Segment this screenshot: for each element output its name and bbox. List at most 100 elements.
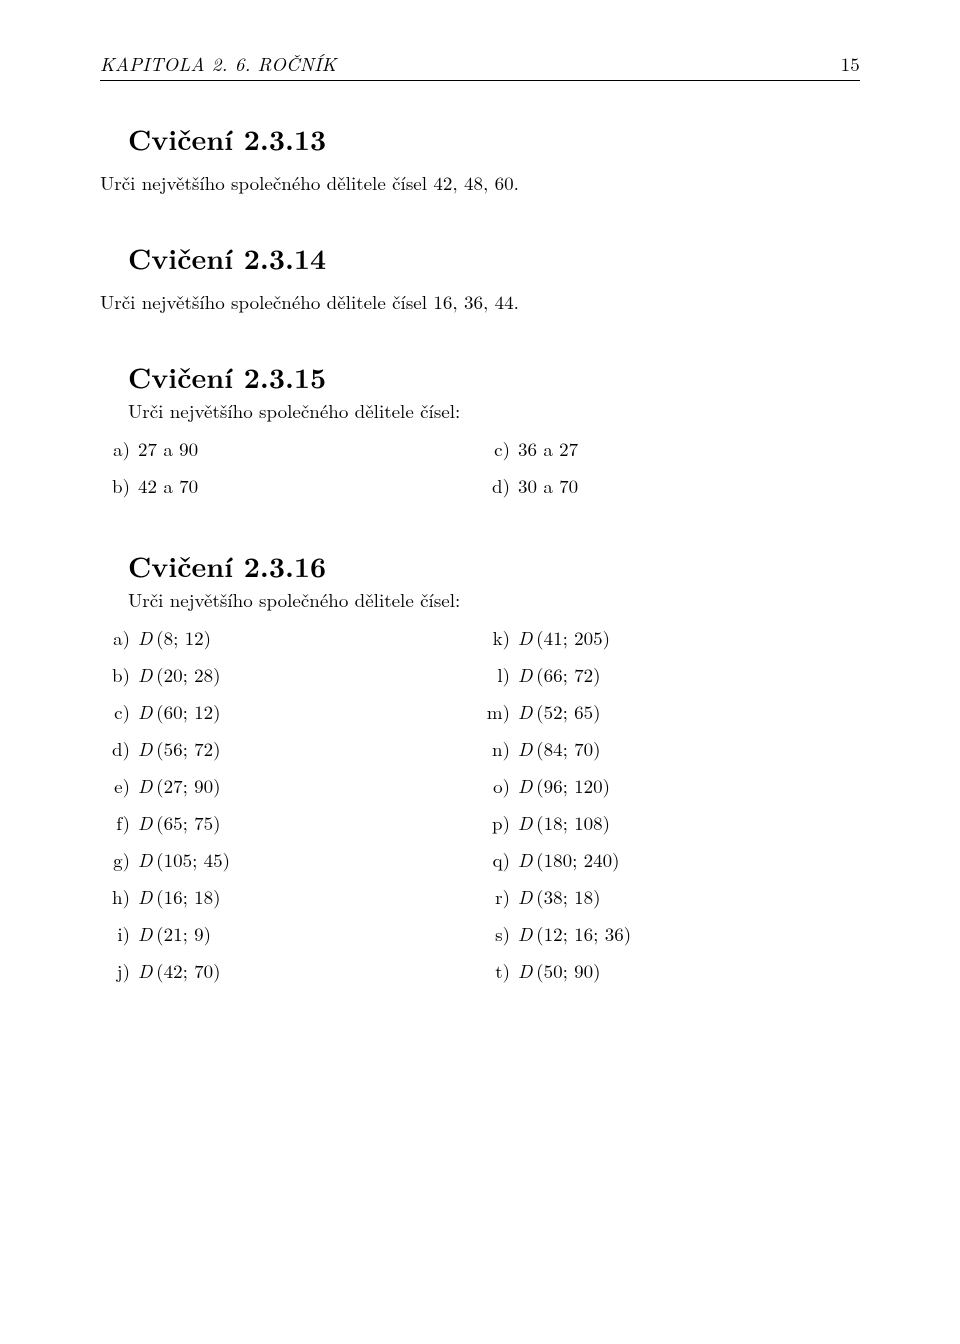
math-symbol: D <box>138 661 152 688</box>
list-text: D (105; 45) <box>138 850 230 869</box>
list-marker: a) <box>100 628 138 647</box>
math-symbol: D <box>518 772 532 799</box>
math-args: (8; 12) <box>156 624 211 651</box>
list-marker: l) <box>480 665 518 684</box>
list-text: 36 a 27 <box>518 439 578 458</box>
list-item: d)D (56; 72) <box>100 730 480 767</box>
list-text: D (50; 90) <box>518 961 601 980</box>
list-marker: o) <box>480 776 518 795</box>
math-args: (21; 9) <box>156 920 211 947</box>
list-item: a)D (8; 12) <box>100 619 480 656</box>
list-marker: t) <box>480 961 518 980</box>
math-symbol: D <box>138 698 152 725</box>
list-item: m)D (52; 65) <box>480 693 860 730</box>
list-item: s)D (12; 16; 36) <box>480 915 860 952</box>
list-item: q)D (180; 240) <box>480 841 860 878</box>
list-text: D (65; 75) <box>138 813 221 832</box>
math-symbol: D <box>138 624 152 651</box>
exercise-2-3-16-right-col: k)D (41; 205)l)D (66; 72)m)D (52; 65)n)D… <box>480 619 860 989</box>
list-marker: q) <box>480 850 518 869</box>
exercise-2-3-15-right-col: c) 36 a 27 d) 30 a 70 <box>480 430 860 504</box>
list-text: 30 a 70 <box>518 476 578 495</box>
list-marker: b) <box>100 476 138 495</box>
list-item: p)D (18; 108) <box>480 804 860 841</box>
math-symbol: D <box>138 735 152 762</box>
list-text: D (21; 9) <box>138 924 211 943</box>
list-text: D (42; 70) <box>138 961 221 980</box>
list-marker: p) <box>480 813 518 832</box>
list-marker: j) <box>100 961 138 980</box>
math-symbol: D <box>138 920 152 947</box>
list-marker: c) <box>480 439 518 458</box>
exercise-2-3-15-list: a) 27 a 90 b) 42 a 70 c) 36 a 27 d) 30 a… <box>100 430 860 504</box>
list-marker: d) <box>100 739 138 758</box>
list-item: h)D (16; 18) <box>100 878 480 915</box>
math-symbol: D <box>138 883 152 910</box>
exercise-2-3-14-text: Urči největšího společného dělitele číse… <box>100 288 860 315</box>
list-item: i)D (21; 9) <box>100 915 480 952</box>
exercise-2-3-16-left-col: a)D (8; 12)b)D (20; 28)c)D (60; 12)d)D (… <box>100 619 480 989</box>
list-text: D (12; 16; 36) <box>518 924 631 943</box>
list-text: D (8; 12) <box>138 628 211 647</box>
list-text: D (96; 120) <box>518 776 610 795</box>
list-text: D (52; 65) <box>518 702 601 721</box>
list-item: a) 27 a 90 <box>100 430 480 467</box>
math-symbol: D <box>138 846 152 873</box>
math-args: (12; 16; 36) <box>536 920 631 947</box>
exercise-2-3-14-title: Cvičení 2.3.14 <box>100 238 860 278</box>
list-marker: f) <box>100 813 138 832</box>
list-text: D (20; 28) <box>138 665 221 684</box>
math-symbol: D <box>138 772 152 799</box>
exercise-2-3-16-list: a)D (8; 12)b)D (20; 28)c)D (60; 12)d)D (… <box>100 619 860 989</box>
list-marker: m) <box>480 702 518 721</box>
math-args: (50; 90) <box>536 957 600 984</box>
list-text: D (38; 18) <box>518 887 601 906</box>
list-text: D (41; 205) <box>518 628 610 647</box>
list-marker: d) <box>480 476 518 495</box>
math-args: (65; 75) <box>156 809 220 836</box>
math-args: (105; 45) <box>156 846 230 873</box>
math-symbol: D <box>518 735 532 762</box>
list-text: D (18; 108) <box>518 813 610 832</box>
list-marker: b) <box>100 665 138 684</box>
list-marker: i) <box>100 924 138 943</box>
list-text: 42 a 70 <box>138 476 198 495</box>
math-symbol: D <box>518 920 532 947</box>
math-symbol: D <box>518 661 532 688</box>
list-text: 27 a 90 <box>138 439 198 458</box>
running-head: KAPITOLA 2. 6. ROČNÍK 15 <box>100 50 860 81</box>
list-text: D (60; 12) <box>138 702 221 721</box>
math-symbol: D <box>518 883 532 910</box>
math-symbol: D <box>138 957 152 984</box>
list-item: e)D (27; 90) <box>100 767 480 804</box>
list-text: D (84; 70) <box>518 739 601 758</box>
list-item: b)D (20; 28) <box>100 656 480 693</box>
math-args: (84; 70) <box>536 735 600 762</box>
exercise-2-3-13-title: Cvičení 2.3.13 <box>100 119 860 159</box>
list-item: n)D (84; 70) <box>480 730 860 767</box>
list-marker: s) <box>480 924 518 943</box>
math-args: (56; 72) <box>156 735 220 762</box>
chapter-title: KAPITOLA 2. 6. ROČNÍK <box>100 50 336 77</box>
math-symbol: D <box>518 809 532 836</box>
math-args: (60; 12) <box>156 698 220 725</box>
math-args: (42; 70) <box>156 957 220 984</box>
math-args: (27; 90) <box>156 772 220 799</box>
list-item: g)D (105; 45) <box>100 841 480 878</box>
exercise-2-3-13-text: Urči největšího společného dělitele číse… <box>100 169 860 196</box>
math-args: (20; 28) <box>156 661 220 688</box>
math-args: (66; 72) <box>536 661 600 688</box>
list-marker: g) <box>100 850 138 869</box>
list-marker: h) <box>100 887 138 906</box>
list-item: l)D (66; 72) <box>480 656 860 693</box>
math-symbol: D <box>518 957 532 984</box>
list-item: f)D (65; 75) <box>100 804 480 841</box>
list-text: D (16; 18) <box>138 887 221 906</box>
exercise-2-3-15-title: Cvičení 2.3.15 <box>100 357 860 397</box>
math-args: (180; 240) <box>536 846 619 873</box>
list-item: c) 36 a 27 <box>480 430 860 467</box>
list-item: b) 42 a 70 <box>100 467 480 504</box>
math-symbol: D <box>518 698 532 725</box>
list-marker: c) <box>100 702 138 721</box>
list-text: D (56; 72) <box>138 739 221 758</box>
